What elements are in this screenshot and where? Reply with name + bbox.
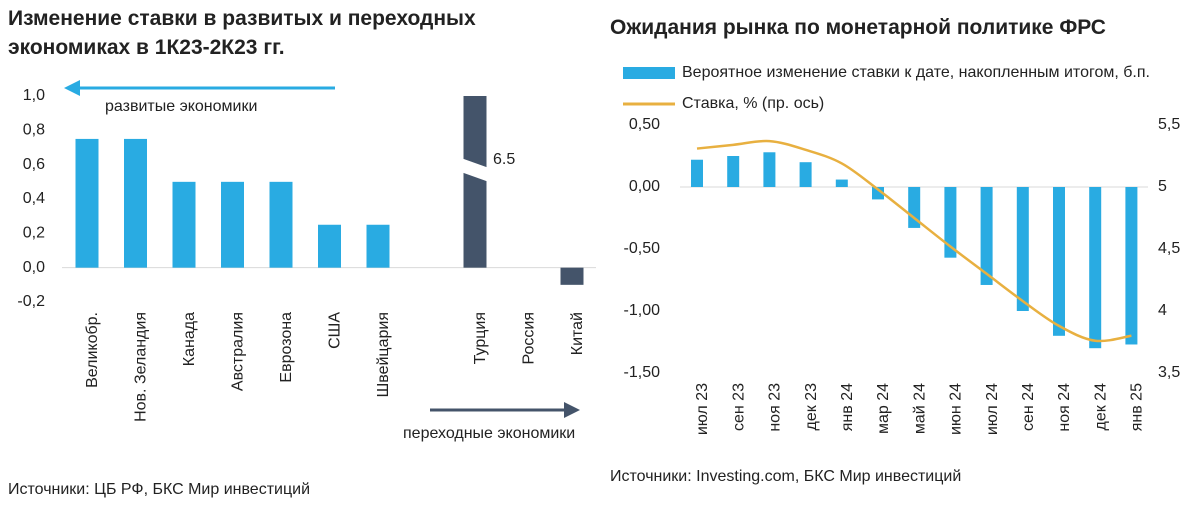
x-tick-label: Турция	[472, 312, 489, 364]
x-tick-label: сен 23	[730, 383, 747, 431]
bar	[980, 187, 993, 285]
y-tick-label: 0,0	[23, 259, 45, 276]
source: Источники: Investing.com, БКС Мир инвест…	[610, 468, 962, 485]
y-tick-label: 0,4	[23, 190, 45, 207]
y-tick-label: -0,50	[624, 240, 661, 257]
x-tick-label: Австралия	[230, 312, 247, 391]
x-tick-label: Нов. Зеландия	[133, 312, 150, 422]
annotation: переходные экономики	[403, 425, 575, 442]
x-tick-label: сен 24	[1020, 383, 1037, 431]
bar	[124, 138, 147, 268]
axis-break	[461, 158, 489, 182]
bar	[172, 181, 196, 268]
bar	[763, 152, 776, 187]
x-tick-label: дек 23	[803, 383, 820, 431]
arrow-head	[64, 80, 80, 96]
bar	[1016, 187, 1029, 311]
x-tick-label: май 24	[911, 383, 928, 434]
x-tick-label: Великобр.	[84, 312, 101, 388]
bar	[908, 187, 921, 228]
y-tick-label: 0,50	[629, 116, 660, 133]
x-tick-label: янв 25	[1129, 383, 1146, 431]
bar	[944, 187, 957, 258]
y-tick-label: -1,00	[624, 302, 661, 319]
bar	[318, 224, 341, 268]
bar	[1053, 187, 1065, 336]
value-label: 6.5	[493, 151, 515, 168]
y2-tick-label: 5	[1158, 178, 1167, 195]
x-tick-label: Китай	[569, 312, 586, 355]
y-tick-label: 0,8	[23, 122, 45, 139]
bar	[727, 156, 740, 187]
bar	[799, 162, 812, 187]
y-tick-label: 0,6	[23, 156, 45, 173]
bar	[366, 224, 390, 268]
y2-tick-label: 3,5	[1158, 364, 1180, 381]
y-tick-label: 0,00	[629, 178, 660, 195]
arrow-head	[564, 402, 580, 418]
y-tick-label: 0,2	[23, 225, 45, 242]
x-tick-label: Швейцария	[375, 312, 392, 397]
line	[696, 139, 1132, 343]
y-tick-label: -0,2	[17, 293, 45, 310]
chart-title: Изменение ставки в развитых и переходных…	[8, 7, 476, 59]
x-tick-label: июл 24	[984, 383, 1001, 435]
x-tick-label: Россия	[521, 312, 538, 364]
bar	[560, 267, 584, 285]
bar	[1089, 187, 1102, 349]
y-tick-label: 1,0	[23, 87, 45, 104]
bar	[691, 159, 703, 187]
bar	[872, 187, 884, 200]
y2-tick-label: 5,5	[1158, 116, 1180, 133]
x-tick-label: мар 24	[875, 383, 892, 434]
bar	[835, 179, 848, 187]
x-tick-label: янв 24	[839, 383, 856, 431]
source: Источники: ЦБ РФ, БКС Мир инвестиций	[8, 481, 311, 498]
x-tick-label: США	[327, 312, 344, 349]
bar	[269, 181, 293, 268]
x-tick-label: Канада	[181, 312, 198, 366]
bar	[463, 96, 487, 268]
legend-swatch	[623, 67, 675, 79]
x-tick-label: июл 23	[694, 383, 711, 435]
legend-label: Вероятное изменение ставки к дате, накоп…	[682, 64, 1150, 81]
x-tick-label: дек 24	[1092, 383, 1109, 431]
bar	[221, 181, 244, 268]
bar	[75, 138, 99, 268]
y2-tick-label: 4,5	[1158, 240, 1180, 257]
x-tick-label: Еврозона	[278, 312, 295, 383]
x-tick-label: ноя 24	[1056, 383, 1073, 432]
y2-tick-label: 4	[1158, 302, 1167, 319]
x-tick-label: ноя 23	[767, 383, 784, 432]
y-tick-label: -1,50	[624, 364, 661, 381]
chart-title: Ожидания рынка по монетарной политике ФР…	[610, 16, 1106, 39]
bars	[75, 96, 584, 285]
x-tick-label: июн 24	[948, 383, 965, 435]
legend-label: Ставка, % (пр. ось)	[682, 95, 824, 112]
bar	[1125, 187, 1138, 345]
annotation: развитые экономики	[105, 98, 257, 115]
